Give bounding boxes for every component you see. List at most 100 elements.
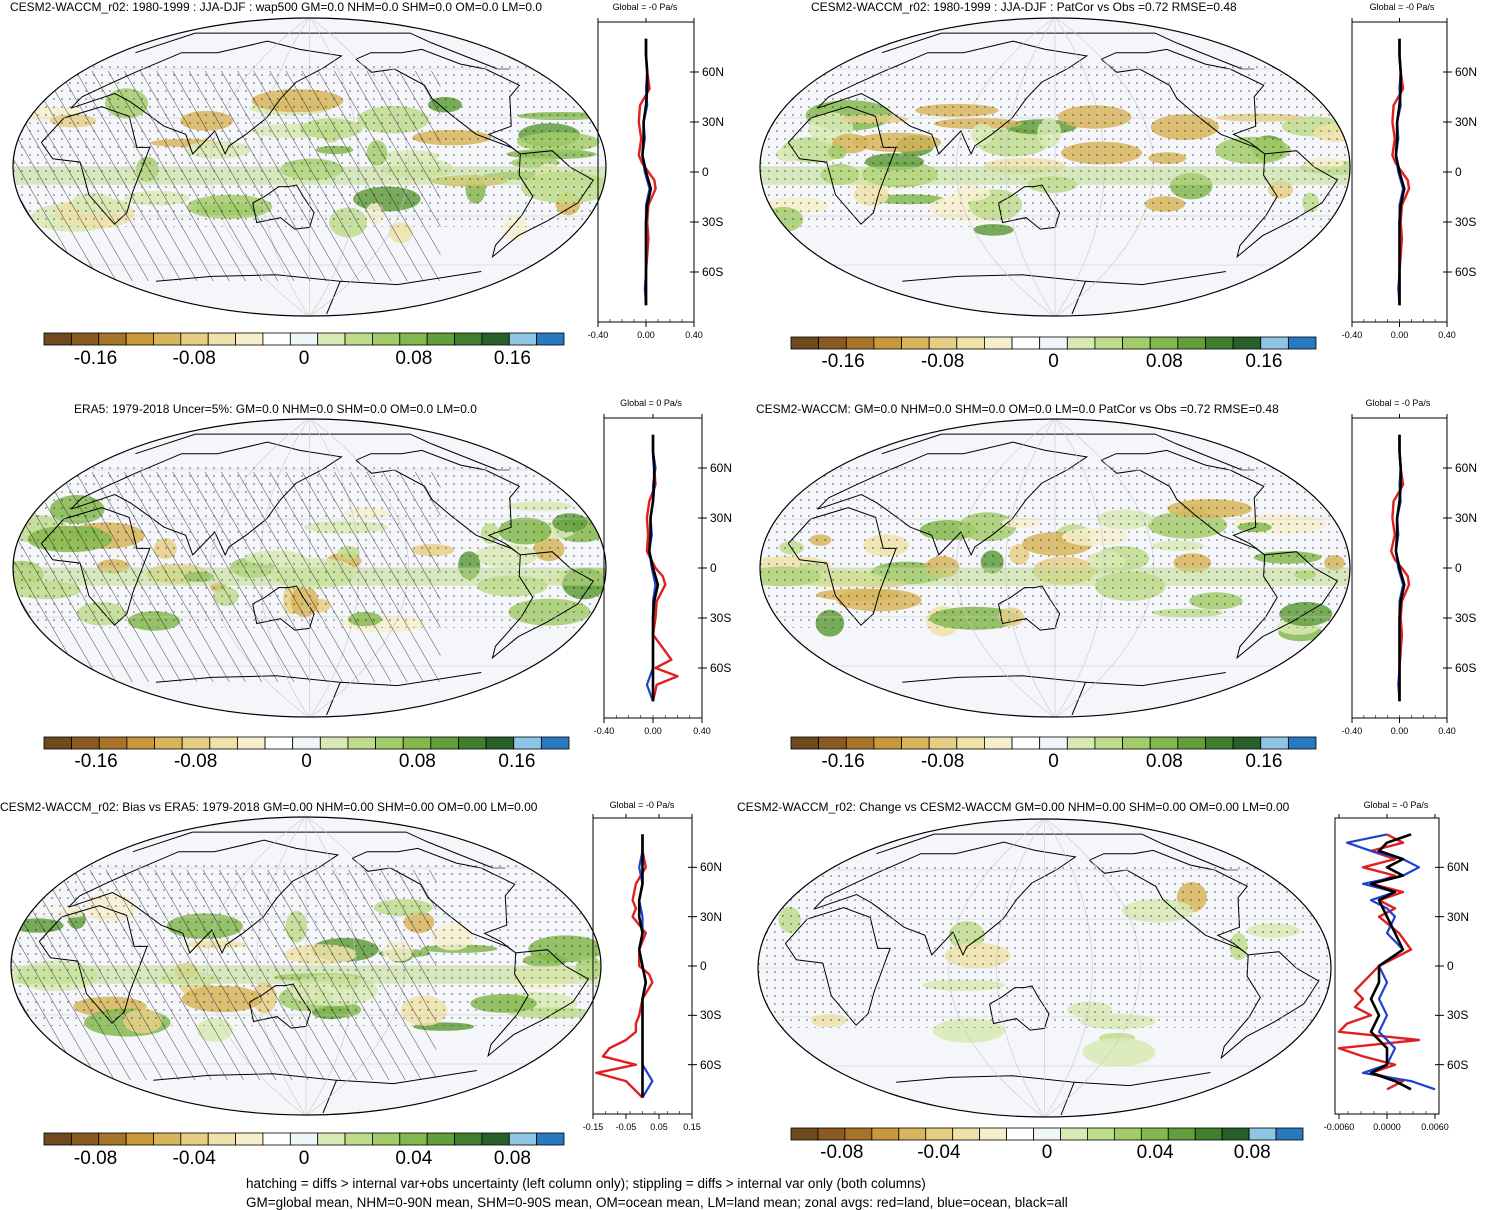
panel-5-profile (592, 814, 697, 1119)
profile-lat-label: 30N (1455, 511, 1478, 525)
colorbar-swatch (71, 736, 100, 750)
profile-lat-label: 0 (700, 959, 707, 973)
colorbar-tick-label: 0.08 (398, 751, 436, 772)
colorbar-swatch (1033, 1127, 1061, 1141)
map-border (10, 816, 602, 1116)
colorbar-swatch (125, 332, 154, 346)
profile-xtick-label: 0.0060 (1421, 1122, 1449, 1132)
colorbar-swatch (871, 1127, 900, 1141)
colorbar-swatch (1122, 336, 1151, 350)
profile-xtick-label: 0.00 (1390, 330, 1409, 340)
profile-lat-label: 60S (1447, 1057, 1469, 1072)
panel-4-profile-title: Global = -0 Pa/s (1365, 398, 1431, 408)
colorbar-swatch (1205, 736, 1234, 750)
colorbar-swatch (289, 1132, 319, 1146)
colorbar-tick-label: 0.16 (1245, 351, 1283, 372)
colorbar-tick-label: 0 (1048, 351, 1059, 372)
colorbar-tick-label: 0 (298, 348, 310, 369)
colorbar-swatch (1060, 1127, 1088, 1141)
map-stippling (760, 463, 1350, 628)
colorbar-tick-label: -0.04 (917, 1142, 961, 1163)
colorbar-tick-label: -0.16 (821, 751, 865, 772)
colorbar-swatch (845, 736, 875, 750)
profile-line-all (637, 834, 648, 1098)
colorbar-swatch (235, 1132, 264, 1146)
colorbar-swatch (1275, 1127, 1304, 1141)
map-stippling (758, 863, 1331, 1028)
colorbar-swatch (1149, 336, 1179, 350)
colorbar-swatch (454, 1132, 483, 1146)
colorbar-swatch (844, 1127, 873, 1141)
profile-xtick-label: -0.40 (587, 330, 609, 340)
coastline (896, 1072, 1211, 1116)
colorbar-swatch (1232, 336, 1262, 350)
profile-line-all (641, 38, 653, 306)
colorbar-swatch (956, 736, 985, 750)
panel-5-profile-title: Global = -0 Pa/s (609, 800, 675, 810)
profile-line-all (1394, 38, 1406, 306)
colorbar-tick-label: 0.08 (1145, 751, 1183, 772)
profile-lat-label: 60N (700, 860, 723, 875)
colorbar-swatch (481, 332, 510, 346)
colorbar-swatch (901, 736, 930, 750)
colorbar-swatch (98, 736, 128, 750)
colorbar-swatch (790, 736, 820, 750)
profile-lat-label: 30N (700, 909, 723, 924)
colorbar-swatch (984, 336, 1013, 350)
profile-xtick-label: -0.0060 (1323, 1122, 1355, 1132)
colorbar-swatch (402, 736, 432, 750)
colorbar-swatch (481, 1132, 510, 1146)
colorbar-swatch (319, 736, 349, 750)
profile-lat-label: 30N (1455, 115, 1478, 129)
colorbar-swatch (1167, 1127, 1196, 1141)
profile-xtick-label: -0.40 (593, 726, 615, 736)
colorbar-swatch (43, 332, 72, 346)
profile-lat-label: 60N (710, 461, 733, 475)
panel-2-map (759, 17, 1351, 317)
colorbar-swatch (454, 332, 483, 346)
colorbar-tick-label: 0 (1041, 1142, 1053, 1163)
colorbar-tick-label: 0.08 (1145, 351, 1183, 372)
colorbar-swatch (264, 736, 294, 750)
colorbar-swatch (344, 332, 373, 346)
colorbar-swatch (289, 332, 319, 346)
profile-lat-label: 30N (702, 115, 725, 129)
map-border (759, 418, 1351, 718)
map-field-blob (1082, 1037, 1156, 1067)
colorbar-swatch (98, 1132, 127, 1146)
colorbar-swatch (790, 1127, 819, 1141)
profile-line-all (648, 434, 660, 702)
profile-lat-label: 0 (1447, 959, 1454, 973)
colorbar-tick-label: -0.16 (74, 751, 118, 772)
colorbar-tick-label: 0.16 (493, 348, 531, 369)
colorbar-tick-label: -0.08 (820, 1142, 864, 1163)
profile-line-all (1394, 434, 1406, 702)
panel-5-map (10, 816, 602, 1116)
colorbar-swatch (43, 736, 73, 750)
panel-6-colorbar (790, 1127, 1304, 1141)
profile-lat-label: 60S (1455, 661, 1477, 675)
colorbar-swatch (845, 336, 875, 350)
map-border (12, 418, 607, 718)
panel-6-profile (1334, 814, 1444, 1119)
colorbar-swatch (207, 332, 236, 346)
panel-6-map (757, 818, 1332, 1118)
colorbar-swatch (1122, 736, 1151, 750)
colorbar-swatch (98, 332, 127, 346)
colorbar-swatch (1260, 336, 1289, 350)
colorbar-swatch (209, 736, 238, 750)
panel-3-title: ERA5: 1979-2018 Uncer=5%: GM=0.0 NHM=0.0… (74, 402, 477, 416)
colorbar-swatch (1039, 736, 1068, 750)
colorbar-swatch (540, 736, 570, 750)
colorbar-swatch (426, 332, 455, 346)
colorbar-swatch (153, 1132, 182, 1146)
colorbar-swatch (317, 332, 346, 346)
colorbar-tick-label: 0 (301, 751, 312, 772)
colorbar-swatch (70, 1132, 100, 1146)
profile-xtick-label: 0.40 (693, 726, 711, 736)
profile-xtick-label: 0.00 (637, 330, 655, 340)
colorbar-swatch (1287, 736, 1317, 750)
colorbar-tick-label: -0.08 (173, 751, 218, 772)
colorbar-swatch (126, 736, 155, 750)
panel-3-profile-title: Global = 0 Pa/s (620, 398, 682, 408)
